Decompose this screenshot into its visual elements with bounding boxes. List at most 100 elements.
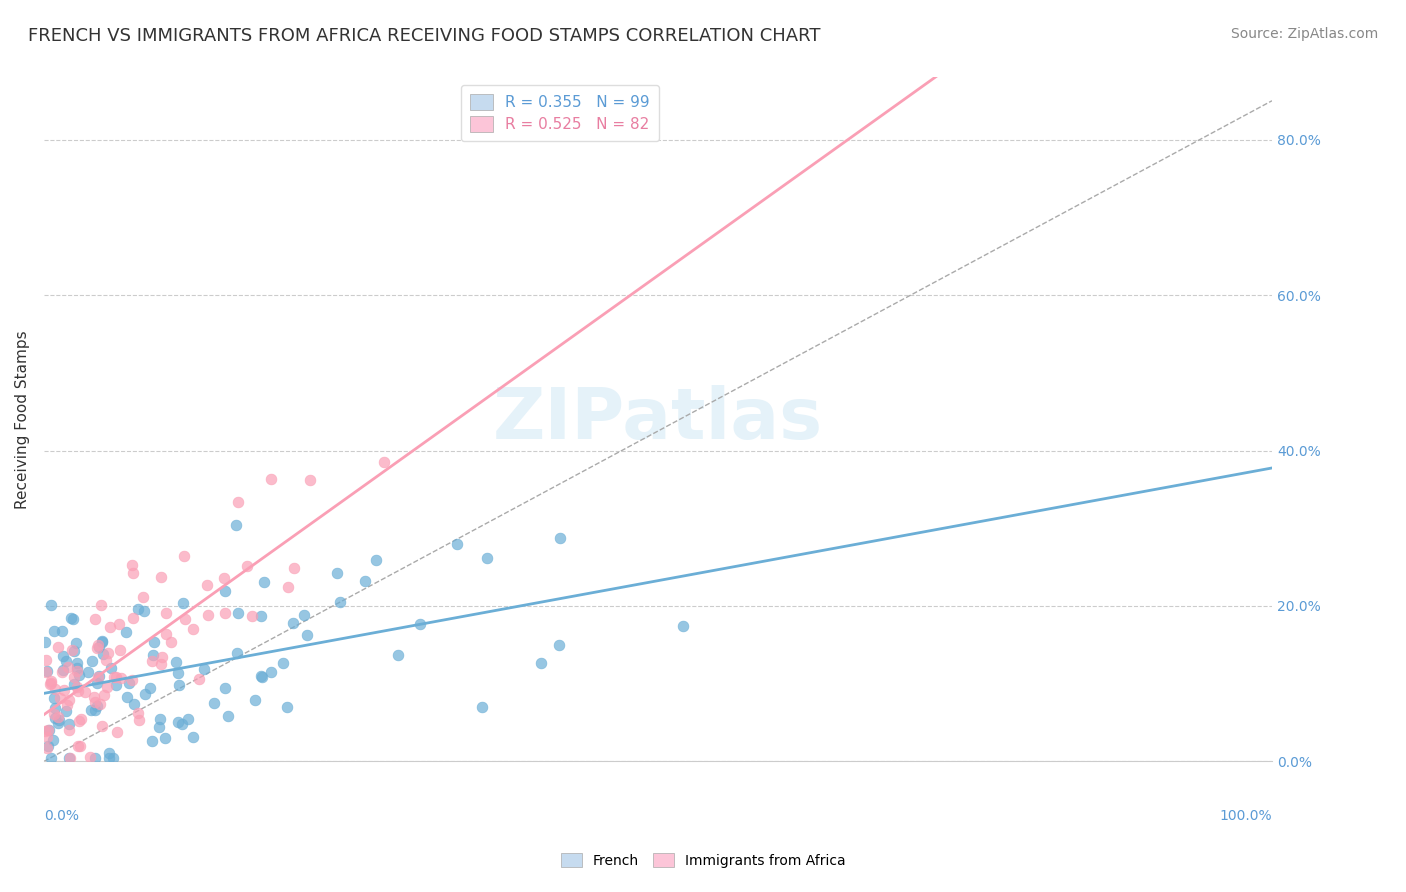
Point <box>181 622 204 636</box>
Point <box>60 642 83 657</box>
Point <box>63 644 86 658</box>
Point <box>183 730 205 744</box>
Point <box>141 654 163 668</box>
Point <box>56 660 79 674</box>
Point <box>110 671 132 685</box>
Point <box>86 641 108 656</box>
Point <box>66 681 89 695</box>
Point <box>150 650 173 665</box>
Point <box>214 606 236 620</box>
Point <box>141 734 163 748</box>
Point <box>253 575 276 590</box>
Point <box>155 606 177 620</box>
Point <box>155 627 177 641</box>
Point <box>160 634 183 648</box>
Point <box>530 657 553 671</box>
Point <box>226 495 249 509</box>
Point <box>446 537 468 551</box>
Point <box>292 607 315 622</box>
Point <box>87 640 110 654</box>
Point <box>471 700 494 714</box>
Text: FRENCH VS IMMIGRANTS FROM AFRICA RECEIVING FOOD STAMPS CORRELATION CHART: FRENCH VS IMMIGRANTS FROM AFRICA RECEIVI… <box>28 27 821 45</box>
Point <box>66 684 89 698</box>
Point <box>87 669 110 683</box>
Point <box>96 646 118 660</box>
Point <box>90 598 112 612</box>
Point <box>259 665 281 679</box>
Point <box>169 678 191 692</box>
Point <box>170 717 193 731</box>
Point <box>172 597 194 611</box>
Point <box>44 681 66 696</box>
Point <box>122 697 145 711</box>
Point <box>46 716 69 731</box>
Point <box>38 723 60 737</box>
Point <box>149 712 172 726</box>
Point <box>217 709 239 723</box>
Point <box>86 676 108 690</box>
Point <box>65 656 87 670</box>
Point <box>42 624 65 639</box>
Point <box>155 731 177 745</box>
Point <box>100 660 122 674</box>
Point <box>41 733 63 747</box>
Point <box>86 698 108 713</box>
Point <box>250 668 273 682</box>
Point <box>69 739 91 753</box>
Point <box>671 619 693 633</box>
Text: ZIPatlas: ZIPatlas <box>494 385 823 454</box>
Legend: R = 0.355   N = 99, R = 0.525   N = 82: R = 0.355 N = 99, R = 0.525 N = 82 <box>461 85 659 142</box>
Point <box>37 739 59 753</box>
Point <box>547 638 569 652</box>
Point <box>34 723 56 738</box>
Point <box>39 750 62 764</box>
Point <box>105 678 128 692</box>
Text: 0.0%: 0.0% <box>44 809 79 823</box>
Point <box>66 661 89 675</box>
Point <box>225 646 247 660</box>
Text: Source: ZipAtlas.com: Source: ZipAtlas.com <box>1230 27 1378 41</box>
Point <box>187 672 209 686</box>
Point <box>149 570 172 584</box>
Point <box>115 690 138 705</box>
Point <box>122 611 145 625</box>
Point <box>193 662 215 676</box>
Point <box>235 559 257 574</box>
Point <box>250 609 273 624</box>
Point <box>46 640 69 655</box>
Point <box>58 723 80 737</box>
Point <box>37 723 59 738</box>
Point <box>299 473 322 487</box>
Point <box>149 657 172 671</box>
Point <box>58 750 80 764</box>
Point <box>82 654 104 668</box>
Point <box>364 553 387 567</box>
Point <box>62 612 84 626</box>
Point <box>121 558 143 572</box>
Point <box>41 674 63 689</box>
Point <box>75 685 97 699</box>
Point <box>165 656 187 670</box>
Point <box>77 665 100 680</box>
Point <box>174 612 197 626</box>
Point <box>197 608 219 623</box>
Point <box>83 750 105 764</box>
Point <box>35 731 58 745</box>
Point <box>148 720 170 734</box>
Point <box>48 713 70 727</box>
Point <box>118 675 141 690</box>
Point <box>128 713 150 727</box>
Point <box>548 531 571 545</box>
Point <box>39 677 62 691</box>
Point <box>260 472 283 486</box>
Point <box>52 663 75 677</box>
Point <box>177 712 200 726</box>
Point <box>122 566 145 580</box>
Point <box>105 724 128 739</box>
Point <box>86 670 108 684</box>
Point <box>84 612 107 626</box>
Point <box>127 706 149 721</box>
Point <box>66 664 89 678</box>
Point <box>373 455 395 469</box>
Point <box>98 620 121 634</box>
